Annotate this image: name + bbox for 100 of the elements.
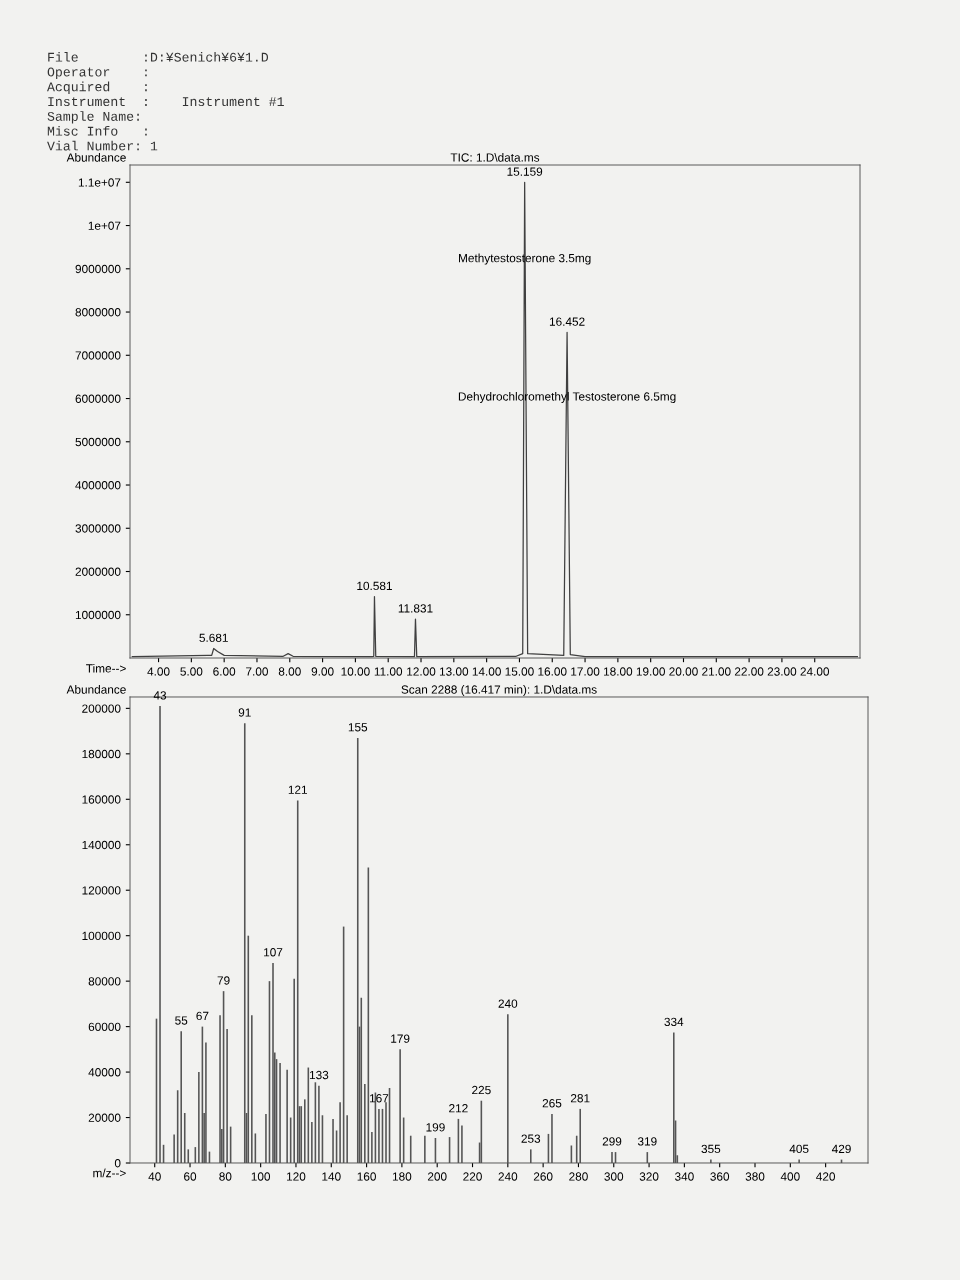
annotation: 225 — [472, 1085, 491, 1095]
x-tick-label: 160 — [357, 1172, 376, 1181]
annotation: 281 — [570, 1094, 590, 1103]
x-tick-label: 60 — [184, 1172, 197, 1181]
x-tick-label: 360 — [710, 1172, 730, 1181]
x-tick-label: 19.00 — [636, 667, 665, 676]
y-tick-label: 100000 — [82, 931, 121, 941]
annotation: 179 — [391, 1034, 410, 1043]
y-tick-label: 7000000 — [75, 351, 121, 360]
x-tick-label: 14.00 — [472, 667, 501, 676]
y-tick-label: 40000 — [88, 1068, 121, 1077]
x-tick-label: 400 — [780, 1172, 800, 1181]
annotation: 253 — [521, 1134, 541, 1143]
y-tick-label: 5000000 — [75, 437, 121, 447]
x-tick-label: 15.00 — [505, 667, 534, 676]
annotation: 334 — [664, 1017, 684, 1027]
annotation: 55 — [175, 1016, 188, 1025]
x-tick-label: 320 — [639, 1172, 659, 1181]
text: Instrument : Instrument #1 — [48, 97, 284, 107]
annotation: 91 — [238, 708, 251, 717]
annotation: 355 — [701, 1144, 721, 1154]
x-tick-label: 280 — [569, 1172, 588, 1181]
x-tick-label: 7.00 — [246, 667, 268, 676]
y-tick-label: 4000000 — [75, 481, 121, 490]
annotation: 299 — [602, 1137, 622, 1146]
annotation: 43 — [153, 691, 167, 700]
text: Operator : — [47, 67, 147, 80]
x-axis-title: m/z--> — [93, 1168, 126, 1178]
text: File :D:¥Senich¥6¥1.D — [48, 52, 269, 62]
y-tick-label: 9000000 — [75, 264, 121, 274]
y-tick-label: 3000000 — [75, 524, 121, 533]
x-tick-label: 4.00 — [147, 667, 170, 676]
text: Sample Name: — [47, 111, 139, 124]
annotation: 16.452 — [549, 317, 585, 326]
x-tick-label: 22.00 — [734, 667, 764, 676]
x-tick-label: 10.00 — [341, 667, 370, 676]
x-axis-title: Time--> — [86, 663, 126, 673]
text: Misc Info : — [47, 126, 147, 136]
x-tick-label: 260 — [533, 1172, 553, 1181]
x-tick-label: 6.00 — [213, 667, 236, 676]
y-tick-label: 140000 — [82, 840, 121, 850]
y-tick-label: 8000000 — [75, 308, 121, 317]
x-tick-label: 240 — [498, 1172, 518, 1181]
text: Acquired : — [47, 81, 147, 94]
annotation: 107 — [264, 948, 283, 957]
x-tick-label: 11.00 — [374, 667, 403, 676]
y-tick-label: 160000 — [82, 795, 121, 804]
x-tick-label: 17.00 — [571, 667, 600, 676]
annotation: 240 — [498, 999, 518, 1008]
x-tick-label: 21.00 — [702, 667, 731, 676]
annotation: 121 — [288, 785, 307, 794]
x-tick-label: 13.00 — [439, 667, 469, 676]
annotation: 10.581 — [357, 581, 392, 591]
y-tick-label: 1000000 — [75, 610, 121, 620]
annotation: 265 — [542, 1099, 562, 1108]
x-tick-label: 8.00 — [278, 667, 301, 676]
annotation: 15.159 — [507, 167, 543, 176]
x-tick-label: 300 — [604, 1172, 624, 1181]
annotation: 11.831 — [398, 604, 433, 613]
chart-title: Scan 2288 (16.417 min): 1.D\data.ms — [401, 685, 597, 697]
y-tick-label: 200000 — [82, 704, 121, 713]
y-tick-label: 80000 — [88, 977, 121, 986]
x-tick-label: 23.00 — [767, 667, 797, 676]
y-tick-label: 0 — [114, 1159, 121, 1168]
annotation: 5.681 — [199, 633, 228, 642]
x-tick-label: 9.00 — [311, 667, 334, 676]
y-tick-label: 1e+07 — [88, 221, 121, 230]
annotation: 199 — [426, 1123, 445, 1132]
y-axis-title: Abundance — [66, 153, 126, 162]
y-axis-title: Abundance — [66, 685, 126, 694]
y-tick-label: 2000000 — [75, 567, 121, 576]
x-tick-label: 100 — [251, 1172, 271, 1181]
y-tick-label: 20000 — [88, 1113, 121, 1122]
x-tick-label: 340 — [674, 1172, 694, 1181]
chart-title: TIC: 1.D\data.ms — [450, 153, 540, 162]
annotation: 133 — [309, 1070, 329, 1080]
annotation: 212 — [449, 1104, 468, 1113]
x-tick-label: 24.00 — [800, 667, 830, 676]
x-tick-label: 420 — [816, 1172, 836, 1181]
x-tick-label: 220 — [463, 1172, 482, 1181]
y-tick-label: 180000 — [82, 749, 121, 759]
x-tick-label: 12.00 — [407, 667, 436, 676]
x-tick-label: 200 — [427, 1172, 447, 1181]
annotation: 79 — [217, 976, 230, 985]
text: Vial Number: 1 — [47, 140, 158, 151]
x-tick-label: 80 — [219, 1172, 232, 1181]
y-tick-label: 1.1e+07 — [78, 178, 121, 187]
x-tick-label: 18.00 — [604, 667, 633, 676]
x-tick-label: 16.00 — [538, 667, 567, 676]
x-tick-label: 120 — [287, 1172, 306, 1181]
x-tick-label: 140 — [322, 1172, 341, 1181]
y-tick-label: 120000 — [82, 886, 121, 895]
y-tick-label: 6000000 — [75, 394, 121, 403]
y-tick-label: 60000 — [88, 1022, 121, 1031]
annotation: 405 — [789, 1144, 809, 1154]
x-tick-label: 380 — [745, 1172, 765, 1181]
x-tick-label: 40 — [148, 1172, 161, 1181]
x-tick-label: 5.00 — [180, 667, 203, 676]
annotation: 319 — [637, 1137, 657, 1146]
annotation: 155 — [348, 723, 368, 732]
